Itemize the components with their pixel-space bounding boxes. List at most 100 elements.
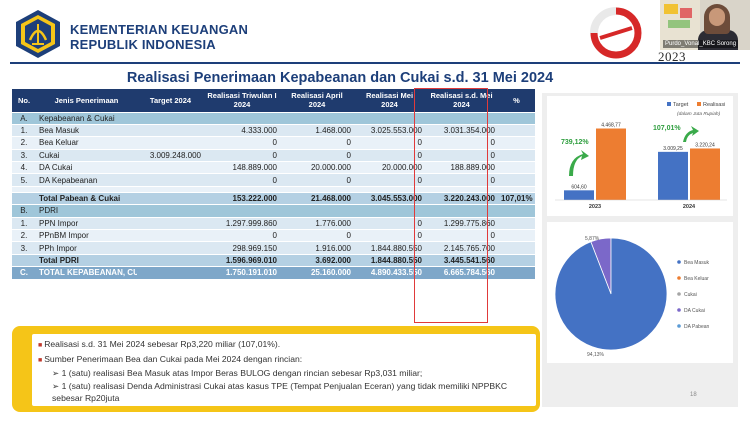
table-header-row: No. Jenis Penerimaan Target 2024 Realisa… <box>12 89 535 113</box>
cell-mei: 0 <box>354 173 425 187</box>
cell-tw1: 0 <box>204 229 280 243</box>
pie-legend-swatch-cukai <box>677 292 681 296</box>
cell-target <box>137 173 204 187</box>
notes-content: Realisasi s.d. 31 Mei 2024 sebesar Rp3,2… <box>32 334 536 406</box>
cell-sd: 3.031.354.000 <box>425 124 498 138</box>
cell-name: PPh Impor <box>36 241 137 255</box>
cell-name: Total Pabean & Cukai <box>36 192 137 206</box>
cell-name: PPnBM Impor <box>36 229 137 243</box>
bar-label-realisasi-2024: 3.220,24 <box>695 142 715 148</box>
note-sub-2: 1 (satu) realisasi Denda Administrasi Cu… <box>38 380 530 405</box>
cell-target <box>137 161 204 175</box>
cell-name: DA Kepabeanan <box>36 173 137 187</box>
cell-pct <box>498 241 535 255</box>
cell-target <box>137 136 204 150</box>
video-caption: Purdo_Vonal_KBC Sorong <box>663 40 739 48</box>
col-header-no: No. <box>12 89 36 113</box>
spacer-cell <box>12 186 535 193</box>
bar-label-realisasi-2023: 4.468,77 <box>601 122 621 128</box>
cell-sd: 1.299.775.860 <box>425 217 498 231</box>
section-no: A. <box>12 112 36 125</box>
cell-pct <box>498 136 535 150</box>
bar-realisasi-2024 <box>690 148 720 200</box>
cell-tw1: 1.750.191.010 <box>204 266 280 280</box>
video-poster-yellow <box>664 4 678 14</box>
cell-mei: 20.000.000 <box>354 161 425 175</box>
table-row: 1. PPN Impor 1.297.999.860 1.776.000 0 1… <box>12 217 535 231</box>
pie-legend-label-bea-masuk: Bea Masuk <box>684 260 710 266</box>
cell-mei: 0 <box>354 217 425 231</box>
x-tick-2023: 2023 <box>589 204 601 210</box>
pie-legend-swatch-bea-masuk <box>677 260 681 264</box>
pie-legend-label-da-pabean: DA Pabean <box>684 324 710 330</box>
pie-legend: Bea Masuk Bea Keluar Cukai DA Cukai DA Pabea… <box>677 260 710 330</box>
page-title: Realisasi Penerimaan Kepabeanan dan Cuka… <box>126 70 554 86</box>
bar-group: 604,60 4.468,77 3.009,25 3.220,24 <box>564 122 720 200</box>
pie-legend-label-bea-keluar: Bea Keluar <box>684 276 709 282</box>
cell-sd: 0 <box>425 229 498 243</box>
pie-label-bea-masuk: 94,13% <box>587 352 605 358</box>
cell-tw1: 153.222.000 <box>204 192 280 206</box>
growth-arrow-icon <box>683 126 699 142</box>
pie-label-da-cukai: 5,87% <box>585 236 600 242</box>
section-label: PDRI <box>36 204 535 218</box>
cell-sd: 3.220.243.000 <box>425 192 498 206</box>
revenue-table: No. Jenis Penerimaan Target 2024 Realisa… <box>12 89 535 280</box>
note-bullet-1: Realisasi s.d. 31 Mei 2024 sebesar Rp3,2… <box>38 338 530 353</box>
cell-name: DA Cukai <box>36 161 137 175</box>
cell-april: 1.776.000 <box>280 217 354 231</box>
cell-pct: 107,01% <box>498 192 535 206</box>
total-row-b: Total PDRI 1.596.969.010 3.692.000 1.844… <box>12 254 535 268</box>
cell-mei: 4.890.433.550 <box>354 266 425 280</box>
cell-april: 1.468.000 <box>280 124 354 138</box>
cell-tw1: 0 <box>204 173 280 187</box>
video-poster-green <box>668 20 690 28</box>
cell-target: 3.009.248.000 <box>137 149 204 163</box>
cell-target <box>137 266 204 280</box>
table-row: 3. PPh Impor 298.969.150 1.916.000 1.844… <box>12 241 535 255</box>
legend-swatch-realisasi <box>697 102 701 106</box>
cell-sd: 2.145.765.700 <box>425 241 498 255</box>
anniversary-emblem-icon <box>590 7 642 59</box>
cell-target <box>137 241 204 255</box>
cell-no: 3. <box>12 149 36 163</box>
col-header-mei: Realisasi Mei 2024 <box>354 89 425 113</box>
cell-name: Cukai <box>36 149 137 163</box>
cell-pct <box>498 229 535 243</box>
cell-sd: 0 <box>425 136 498 150</box>
bar-realisasi-2023 <box>596 128 626 200</box>
notes-box: Realisasi s.d. 31 Mei 2024 sebesar Rp3,2… <box>12 326 540 412</box>
cell-target <box>137 254 204 268</box>
table-row: 2. Bea Keluar 0 0 0 0 <box>12 136 535 150</box>
cell-tw1: 4.333.000 <box>204 124 280 138</box>
legend-swatch-target <box>667 102 671 106</box>
slide-header: KEMENTERIAN KEUANGAN REPUBLIK INDONESIA … <box>0 0 750 64</box>
cell-pct <box>498 254 535 268</box>
section-no: B. <box>12 204 36 218</box>
cell-mei: 3.025.553.000 <box>354 124 425 138</box>
total-row-a: Total Pabean & Cukai 153.222.000 21.468.… <box>12 192 535 206</box>
cell-pct <box>498 124 535 138</box>
table-row: 3. Cukai 3.009.248.000 0 0 0 0 <box>12 149 535 163</box>
pie-legend-label-da-cukai: DA Cukai <box>684 308 705 314</box>
cell-no: C. <box>12 266 36 280</box>
cell-no: 2. <box>12 229 36 243</box>
cell-pct <box>498 161 535 175</box>
cell-target <box>137 192 204 206</box>
spacer-row <box>12 186 535 193</box>
cell-name: Bea Masuk <box>36 124 137 138</box>
cell-april: 0 <box>280 173 354 187</box>
cell-mei: 3.045.553.000 <box>354 192 425 206</box>
bar-label-target-2024: 3.009,25 <box>663 146 683 152</box>
pie-legend-swatch-da-cukai <box>677 308 681 312</box>
grand-total-row: C. TOTAL KEPABEANAN, CUKAI, DAN PDRI 1.7… <box>12 266 535 280</box>
cell-no <box>12 192 36 206</box>
cell-no: 4. <box>12 161 36 175</box>
cell-name: Bea Keluar <box>36 136 137 150</box>
cell-mei: 0 <box>354 229 425 243</box>
video-thumbnail[interactable]: Purdo_Vonal_KBC Sorong <box>660 0 750 50</box>
cell-tw1: 0 <box>204 136 280 150</box>
cell-pct <box>498 217 535 231</box>
cell-no: 5. <box>12 173 36 187</box>
ministry-name-line1: KEMENTERIAN KEUANGAN <box>70 22 249 37</box>
